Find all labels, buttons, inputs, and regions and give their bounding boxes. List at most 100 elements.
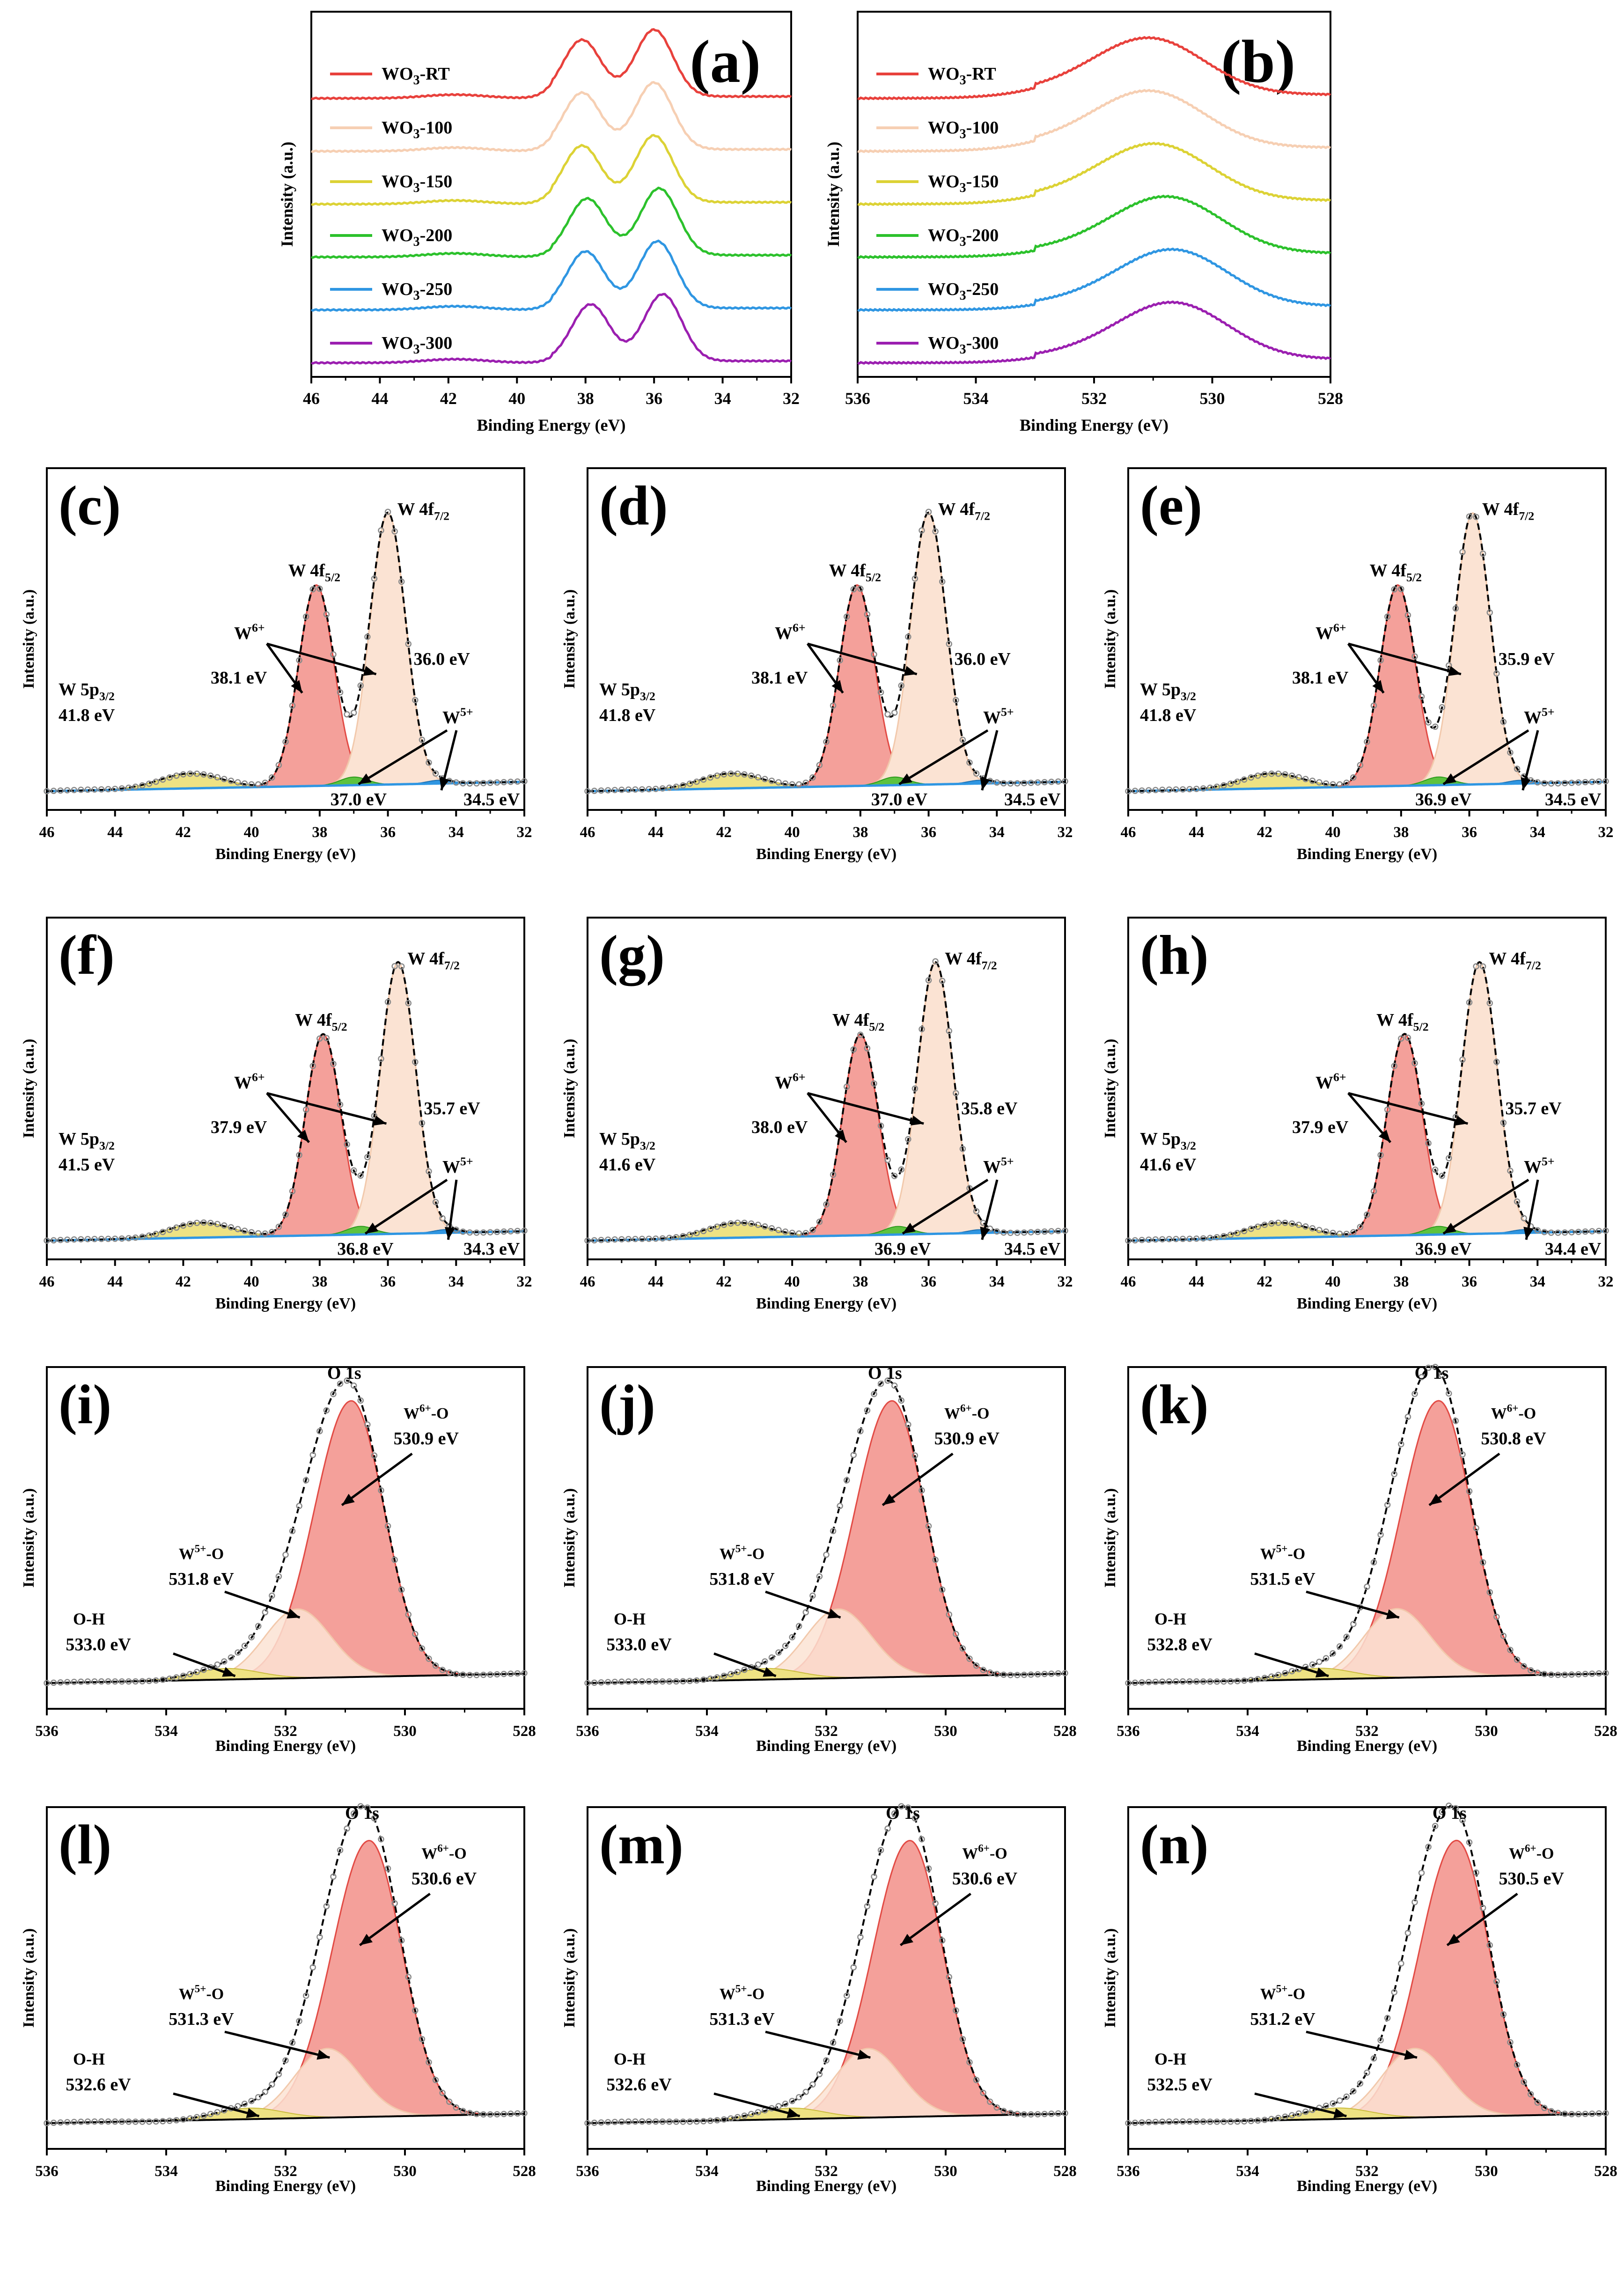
raw-data-point (919, 1487, 925, 1494)
raw-data-point (282, 738, 289, 745)
raw-data-point (44, 788, 50, 794)
x-tick-label: 536 (35, 2163, 59, 2180)
x-tick-label: 32 (1058, 824, 1073, 841)
raw-data-point (1007, 1229, 1014, 1236)
raw-data-point (419, 1645, 426, 1652)
raw-data-point (173, 1674, 180, 1681)
raw-data-point (707, 774, 714, 781)
raw-data-point (1589, 1228, 1595, 1235)
raw-data-point (604, 787, 611, 794)
raw-data-point (734, 1669, 741, 1676)
raw-data-point (378, 1055, 384, 1062)
y-axis-label: Intensity (a.u.) (561, 589, 578, 689)
raw-data-point (1500, 1119, 1507, 1126)
w6o-label: W6+-O (421, 1843, 467, 1862)
raw-data-point (782, 1228, 789, 1235)
raw-data-point (741, 771, 748, 778)
legend-entry: WO3-250 (928, 279, 999, 303)
raw-data-point (1302, 2108, 1309, 2115)
raw-data-point (1323, 1228, 1330, 1235)
raw-data-point (248, 781, 255, 788)
w5-label: W5+ (983, 705, 1014, 728)
x-tick-label: 34 (714, 389, 731, 408)
raw-data-point (337, 1847, 344, 1853)
raw-data-point (1602, 778, 1609, 785)
raw-data-point (1473, 514, 1479, 520)
raw-data-point (1213, 2118, 1220, 2125)
raw-data-point (1007, 2110, 1014, 2117)
raw-data-point (1193, 2118, 1200, 2125)
raw-data-point (639, 786, 646, 793)
raw-data-point (1323, 780, 1330, 787)
raw-data-point (700, 2118, 707, 2125)
w4f52-label: W 4f5/2 (288, 561, 340, 584)
arrow-head (445, 1227, 455, 1240)
raw-data-point (1166, 1235, 1173, 1243)
raw-data-point (241, 2101, 248, 2107)
x-tick-label: 528 (513, 2163, 536, 2180)
raw-data-point (734, 770, 741, 777)
w4f52-label: W 4f5/2 (1376, 1010, 1428, 1034)
raw-data-point (221, 1222, 228, 1229)
raw-data-point (480, 1671, 487, 1678)
raw-data-point (1021, 2111, 1028, 2118)
raw-data-point (350, 1382, 357, 1389)
raw-data-point (1028, 1671, 1034, 1678)
arrow-head (287, 1609, 300, 1618)
x-tick-label: 42 (440, 389, 457, 408)
panel-label: (f) (59, 924, 115, 986)
raw-data-point (214, 774, 221, 781)
raw-data-point (296, 657, 302, 664)
raw-data-point (1595, 2110, 1602, 2117)
raw-data-point (1330, 781, 1336, 788)
raw-data-point (1439, 704, 1446, 711)
raw-data-point (1152, 1236, 1159, 1243)
raw-data-point (891, 1810, 898, 1817)
raw-data-point (337, 689, 344, 696)
raw-data-point (911, 1085, 919, 1092)
w5b-energy: 34.3 eV (463, 1239, 520, 1259)
x-axis-label: Binding Energy (eV) (215, 2177, 356, 2195)
raw-data-point (378, 1836, 384, 1843)
raw-data-point (466, 780, 473, 787)
raw-data-point (707, 1675, 714, 1682)
raw-data-point (1213, 1234, 1220, 1241)
raw-data-point (1411, 1390, 1418, 1397)
x-tick-label: 532 (274, 1723, 297, 1740)
raw-data-point (1275, 1671, 1282, 1678)
raw-data-point (64, 1236, 71, 1243)
oh-label: O-H (73, 1610, 105, 1628)
raw-data-point (419, 1120, 426, 1126)
raw-data-point (795, 2094, 802, 2101)
panel-k: 536 534 532 530 528 Binding Energy (eV) Intens… (1102, 1363, 1617, 1755)
raw-data-point (1041, 1670, 1048, 1677)
raw-data-point (1323, 1655, 1330, 1662)
w5p-energy: 41.8 eV (59, 706, 115, 725)
raw-data-point (884, 1825, 891, 1832)
x-tick-label: 44 (371, 389, 388, 408)
x-tick-label: 536 (35, 1723, 59, 1740)
raw-data-point (1000, 1229, 1007, 1236)
raw-data-point (309, 1063, 316, 1069)
raw-data-point (412, 1059, 419, 1066)
raw-data-point (925, 1865, 932, 1872)
w5p-label: W 5p3/2 (1140, 1129, 1196, 1153)
x-tick-label: 32 (1598, 1273, 1614, 1290)
w5b-energy: 34.4 eV (1545, 1239, 1602, 1259)
panel-i: 536 534 532 530 528 Binding Energy (eV) Intens… (20, 1363, 536, 1755)
raw-data-point (919, 527, 925, 534)
raw-data-point (748, 2110, 755, 2118)
x-tick-label: 40 (785, 1273, 800, 1290)
raw-data-point (125, 1235, 132, 1242)
annotation-arrow (898, 729, 989, 786)
raw-data-point (1255, 772, 1261, 779)
raw-data-point (1200, 785, 1207, 792)
raw-data-point (830, 2039, 837, 2046)
w5b-energy: 34.5 eV (463, 790, 520, 809)
panel-g: 46 44 42 40 38 36 34 32 Binding Energy (eV) Inten… (561, 917, 1073, 1312)
y-axis-label: Intensity (a.u.) (20, 1928, 37, 2028)
raw-data-point (1248, 1226, 1255, 1232)
raw-data-point (864, 611, 871, 618)
annotation-arrow (1446, 1892, 1518, 1947)
arrow-head (899, 773, 912, 784)
